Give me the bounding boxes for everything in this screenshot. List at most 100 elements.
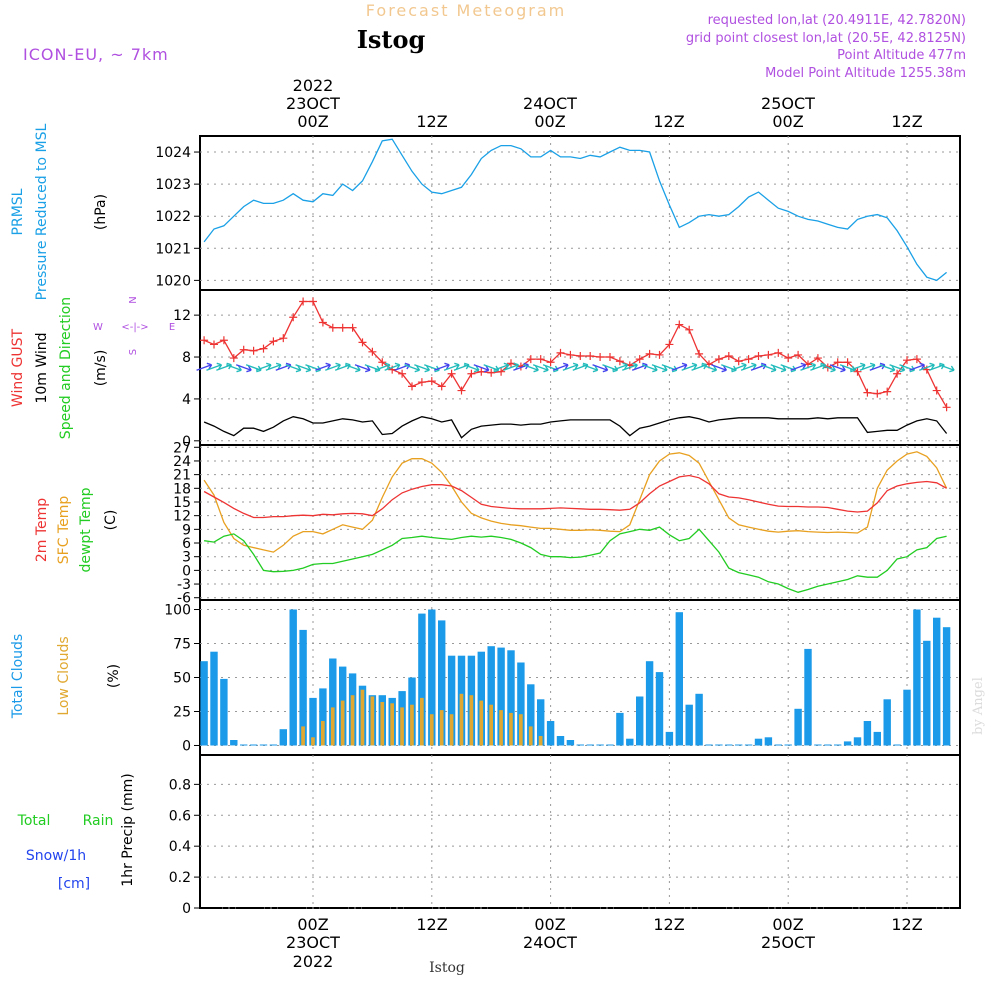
gust-marker	[932, 386, 941, 395]
wind-direction-arrow	[414, 364, 431, 373]
total-cloud-bar	[477, 651, 485, 746]
low-cloud-bar	[410, 704, 414, 746]
gust-marker	[853, 367, 862, 376]
total-cloud-bar	[665, 731, 674, 746]
gust-marker	[903, 356, 911, 365]
gust-marker	[497, 367, 506, 376]
top-date-2: 24OCT	[523, 94, 577, 113]
y-tick-label: 0	[182, 901, 191, 917]
gust-marker	[724, 351, 733, 360]
bottom-tick-3: 00Z	[534, 915, 565, 934]
gust-marker	[358, 338, 367, 347]
wind-direction-arrow	[473, 364, 490, 373]
wind-direction-arrow	[711, 364, 728, 373]
total-cloud-bar	[764, 737, 773, 746]
total-cloud-bar	[814, 744, 822, 746]
total-cloud-bar	[933, 617, 941, 746]
bottom-tick-5: 00Z	[772, 915, 803, 934]
low-cloud-bar	[350, 695, 355, 746]
total-cloud-bar	[428, 609, 436, 746]
low-cloud-bar	[321, 721, 325, 746]
gust-marker	[299, 297, 308, 306]
y-tick-label: 0.2	[169, 870, 191, 886]
gust-marker	[813, 354, 822, 363]
wind-direction-arrow	[344, 364, 361, 373]
total-cloud-bar	[438, 620, 446, 746]
total-cloud-bar	[576, 744, 584, 746]
wind-direction-arrow	[562, 362, 579, 371]
wind-direction-arrow	[325, 362, 341, 371]
total-cloud-bar	[596, 744, 604, 746]
gust-marker	[546, 358, 555, 367]
total-cloud-bar	[675, 612, 683, 746]
total-cloud-bar	[794, 708, 802, 746]
total-cloud-bar	[715, 744, 723, 746]
total-cloud-bar	[626, 738, 634, 746]
wind-direction-arrow	[938, 364, 955, 373]
wind-direction-arrow	[523, 364, 539, 373]
precip-total-label: Total	[17, 813, 51, 829]
chart-title: Forecast Meteogram	[366, 1, 566, 20]
wind-direction-arrow	[919, 362, 935, 371]
low-cloud-bar	[370, 696, 375, 746]
precip-unit: 1hr Precip (mm)	[120, 773, 136, 886]
wind-direction-arrow	[681, 362, 698, 371]
total-cloud-bar	[527, 684, 535, 746]
top-tick-6: 12Z	[891, 112, 922, 131]
total-cloud-bar	[804, 648, 812, 746]
total-cloud-bar	[507, 650, 515, 746]
gust-marker	[378, 358, 387, 367]
gust-marker	[873, 389, 882, 398]
compass-legend: N W <-|-> E S	[93, 296, 175, 355]
wind-direction-arrow	[384, 362, 401, 371]
wind-direction-arrow	[463, 364, 480, 373]
wind-direction-arrow	[582, 364, 599, 373]
total-cloud-bar	[685, 704, 693, 746]
top-tick-5: 00Z	[772, 112, 803, 131]
gust-marker	[645, 349, 654, 358]
y-tick-label: 18	[173, 481, 191, 497]
wind-direction-arrow	[503, 362, 520, 371]
total-cloud-bar	[893, 744, 901, 746]
y-tick-label: 25	[173, 704, 191, 720]
total-cloud-bar	[517, 662, 525, 746]
total-cloud-bar	[279, 729, 287, 746]
bottom-tick-2: 12Z	[416, 915, 447, 934]
y-tick-label: 1020	[155, 273, 191, 289]
wind-direction-arrow	[285, 364, 302, 373]
y-tick-label: 27	[173, 440, 191, 456]
low-cloud-bar	[301, 726, 305, 746]
total-cloud-bar	[487, 646, 495, 746]
precip-rain-label: Rain	[83, 813, 114, 829]
gust-marker	[368, 347, 377, 356]
top-date-3: 25OCT	[761, 94, 815, 113]
total-cloud-bar	[259, 744, 268, 746]
total-cloud-bar	[853, 737, 862, 746]
total-cloud-bar	[645, 661, 654, 746]
total-cloud-bar	[705, 744, 713, 746]
wind-unit: (m/s)	[93, 350, 109, 387]
gust-marker	[219, 336, 228, 345]
y-tick-label: 0.4	[169, 839, 191, 855]
compass-w: W	[93, 322, 103, 333]
y-tick-label: 21	[173, 468, 191, 484]
wind-dir-label: Speed and Direction	[58, 297, 74, 439]
total-cloud-bar	[289, 609, 297, 746]
y-tick-label: 75	[173, 637, 191, 653]
gust-marker	[714, 355, 723, 364]
total-cloud-bar	[418, 613, 426, 746]
total-cloud-bar	[586, 744, 594, 746]
gust-marker	[566, 350, 575, 359]
point-altitude: Point Altitude 477m	[837, 48, 966, 63]
total-cloud-bar	[744, 744, 753, 746]
total-cloud-bar	[309, 697, 317, 746]
y-tick-label: 1023	[155, 177, 191, 193]
y-tick-label: 4	[182, 392, 191, 408]
y-tick-label: 6	[182, 536, 191, 552]
low-cloud-bar	[459, 693, 464, 746]
gust-marker	[606, 353, 614, 362]
cloud-panel: 0 25 50 75 100	[164, 599, 961, 756]
compass-s: S	[128, 349, 139, 355]
low-cloud-bar	[509, 712, 513, 746]
gust-marker	[883, 387, 892, 396]
